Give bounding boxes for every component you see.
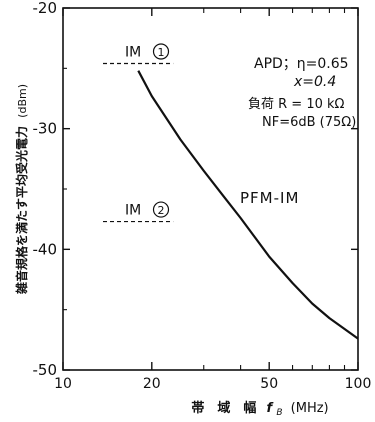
annotation-apd: APD；η=0.65 xyxy=(254,56,349,72)
y-tick-label: -50 xyxy=(33,361,58,379)
reference-label-number: 1 xyxy=(158,46,165,59)
reference-label-circle xyxy=(152,43,170,60)
x-axis-label: 帯 域 幅 f B (MHz) xyxy=(191,400,328,419)
y-axis-ticks: -20 -30 -40 -50 xyxy=(33,0,358,379)
y-axis-label-main: 雑音規格を満たす平均受光電力 xyxy=(14,126,29,295)
x-axis-label-sub: B xyxy=(276,408,282,418)
series-line xyxy=(137,70,359,340)
y-tick-label: -30 xyxy=(33,120,58,138)
annotation-x: x=0.4 xyxy=(293,74,336,90)
reference-lines: IM 1 IM 2 xyxy=(103,43,174,223)
y-axis-label-unit: (dBm) xyxy=(16,84,29,118)
x-tick-label: 20 xyxy=(143,376,161,392)
reference-label-number: 2 xyxy=(158,204,165,217)
reference-label-text: IM xyxy=(125,203,141,219)
x-tick-label: 50 xyxy=(260,376,278,392)
y-tick-label: -40 xyxy=(33,240,58,258)
x-axis-label-main: 帯 域 幅 xyxy=(191,400,256,416)
series-group: PFM-IM xyxy=(137,70,359,340)
x-tick-label: 10 xyxy=(54,376,72,392)
y-tick-label: -20 xyxy=(33,0,58,17)
y-axis-label: 雑音規格を満たす平均受光電力 (dBm) xyxy=(14,84,29,295)
x-tick-label: 100 xyxy=(345,376,372,392)
reference-label-circle xyxy=(152,201,170,218)
reference-label-text: IM xyxy=(125,45,141,61)
annotations: APD；η=0.65 x=0.4 負荷 R = 10 kΩ NF=6dB (75Ω) xyxy=(248,56,356,130)
annotation-load: 負荷 R = 10 kΩ xyxy=(248,97,345,112)
x-axis-label-unit: (MHz) xyxy=(291,401,329,416)
x-axis-label-var: f xyxy=(267,401,275,416)
x-axis-ticks: 10 20 50 100 xyxy=(54,8,371,392)
annotation-nf: NF=6dB (75Ω) xyxy=(262,115,356,130)
series-label: PFM-IM xyxy=(240,189,299,207)
